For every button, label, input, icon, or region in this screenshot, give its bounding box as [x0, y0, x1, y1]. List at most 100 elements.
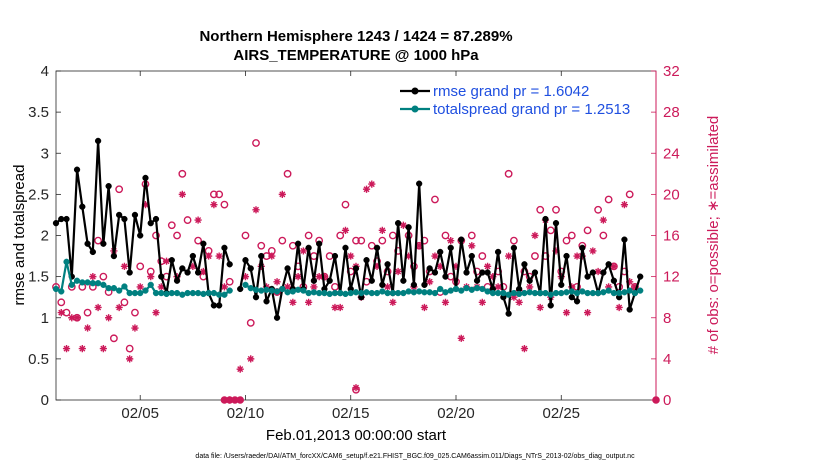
obs-possible-marker: [599, 231, 608, 240]
obs-possible-marker: [278, 236, 287, 245]
rmse-point: [621, 236, 628, 243]
rmse-point: [131, 211, 139, 219]
obs-possible-marker: [357, 236, 366, 245]
totalspread-point: [294, 286, 302, 293]
footnote: data file: /Users/raeder/DAI/ATM_forcXX/…: [195, 453, 635, 460]
totalspread-point: [468, 286, 475, 293]
totalspread-point: [489, 289, 496, 297]
legend-totalspread-marker: [411, 105, 419, 113]
rmse-series-line: [55, 139, 231, 307]
rmse-point: [568, 294, 575, 301]
totalspread-point: [410, 289, 418, 296]
totalspread-point: [405, 288, 412, 295]
totalspread-point: [447, 287, 454, 294]
obs-possible-marker: [99, 272, 108, 281]
totalspread-point: [552, 289, 560, 297]
x-tick-label: 02/05: [121, 405, 159, 422]
totalspread-point: [521, 289, 528, 297]
obs-assimilated-marker: [599, 216, 607, 224]
legend-rmse-label: rmse grand pr = 1.6042: [433, 83, 589, 100]
totalspread-point: [510, 289, 518, 297]
y-tick-label: 0: [41, 392, 49, 409]
obs-assimilated-marker: [83, 324, 92, 332]
rmse-point: [221, 244, 228, 251]
obs-assimilated-marker: [310, 283, 318, 291]
rmse-point: [558, 281, 565, 289]
rmse-point: [484, 269, 491, 276]
obs-possible-marker: [120, 298, 129, 307]
rmse-point: [442, 273, 449, 280]
obs-possible-marker: [552, 205, 560, 214]
obs-possible-marker: [341, 200, 350, 209]
obs-assimilated-marker: [162, 257, 171, 265]
totalspread-point: [373, 289, 381, 297]
obs-assimilated-marker: [331, 303, 339, 312]
rmse-point: [458, 236, 465, 243]
totalspread-point: [216, 291, 223, 298]
totalspread-point: [52, 285, 60, 293]
obs-possible-marker: [567, 231, 576, 240]
rmse-point: [573, 298, 581, 305]
totalspread-point: [321, 289, 328, 297]
totalspread-point: [305, 289, 312, 297]
obs-assimilated-marker: [305, 298, 313, 306]
totalspread-point: [205, 289, 212, 297]
totalspread-point: [500, 289, 507, 297]
obs-assimilated-marker: [126, 355, 134, 363]
totalspread-point: [316, 289, 323, 297]
obs-possible-marker: [109, 334, 118, 343]
totalspread-point: [431, 289, 439, 297]
rmse-point: [563, 252, 570, 260]
obs-assimilated-marker: [441, 298, 450, 306]
rmse-point: [410, 281, 418, 289]
obs-assimilated-marker: [210, 201, 218, 209]
totalspread-point: [310, 289, 318, 296]
obs-possible-marker: [115, 185, 124, 194]
obs-assimilated-marker: [147, 273, 155, 281]
totalspread-point: [526, 289, 533, 296]
y-tick-label: 4: [41, 63, 49, 80]
obs-assimilated-marker: [468, 242, 476, 250]
obs-possible-marker: [478, 252, 487, 260]
totalspread-point: [621, 289, 628, 296]
totalspread-point: [416, 288, 423, 295]
rmse-point: [637, 273, 644, 280]
y2-tick-label: 8: [663, 310, 671, 327]
rmse-point: [216, 302, 223, 309]
chart-title: Northern Hemisphere 1243 / 1424 = 87.289…: [199, 28, 512, 45]
x-axis-label: Feb.01,2013 00:00:00 start: [266, 427, 447, 444]
rmse-point: [52, 220, 60, 227]
obs-assimilated-marker: [420, 303, 429, 312]
obs-assimilated-marker: [573, 252, 581, 260]
rmse-point: [305, 244, 312, 251]
totalspread-point: [326, 290, 333, 298]
totalspread-point: [116, 287, 123, 294]
totalspread-point: [300, 287, 307, 294]
obs-assimilated-marker: [399, 221, 407, 229]
obs-possible-marker: [257, 241, 266, 250]
obs-assimilated-marker: [510, 293, 518, 301]
obs-assimilated-marker: [194, 216, 202, 224]
obs-assimilated-marker: [73, 314, 81, 322]
obs-assimilated-marker: [378, 226, 386, 234]
obs-possible-marker: [220, 200, 229, 209]
rmse-point: [210, 302, 218, 309]
totalspread-point: [452, 285, 460, 293]
obs-possible-marker: [178, 169, 187, 178]
totalspread-point: [494, 289, 502, 297]
obs-possible-marker: [125, 344, 134, 353]
obs-assimilated-marker: [515, 298, 523, 306]
rmse-point: [610, 277, 618, 284]
totalspread-point: [600, 289, 607, 296]
obs-assimilated-marker: [89, 273, 97, 281]
rmse-point: [237, 285, 244, 293]
obs-assimilated-marker: [257, 262, 265, 270]
totalspread-point: [426, 289, 433, 296]
totalspread-point: [558, 289, 565, 297]
obs-possible-marker: [594, 205, 603, 214]
totalspread-point: [273, 288, 281, 295]
rmse-point: [73, 166, 81, 173]
rmse-point: [263, 298, 270, 305]
rmse-point: [605, 261, 612, 268]
